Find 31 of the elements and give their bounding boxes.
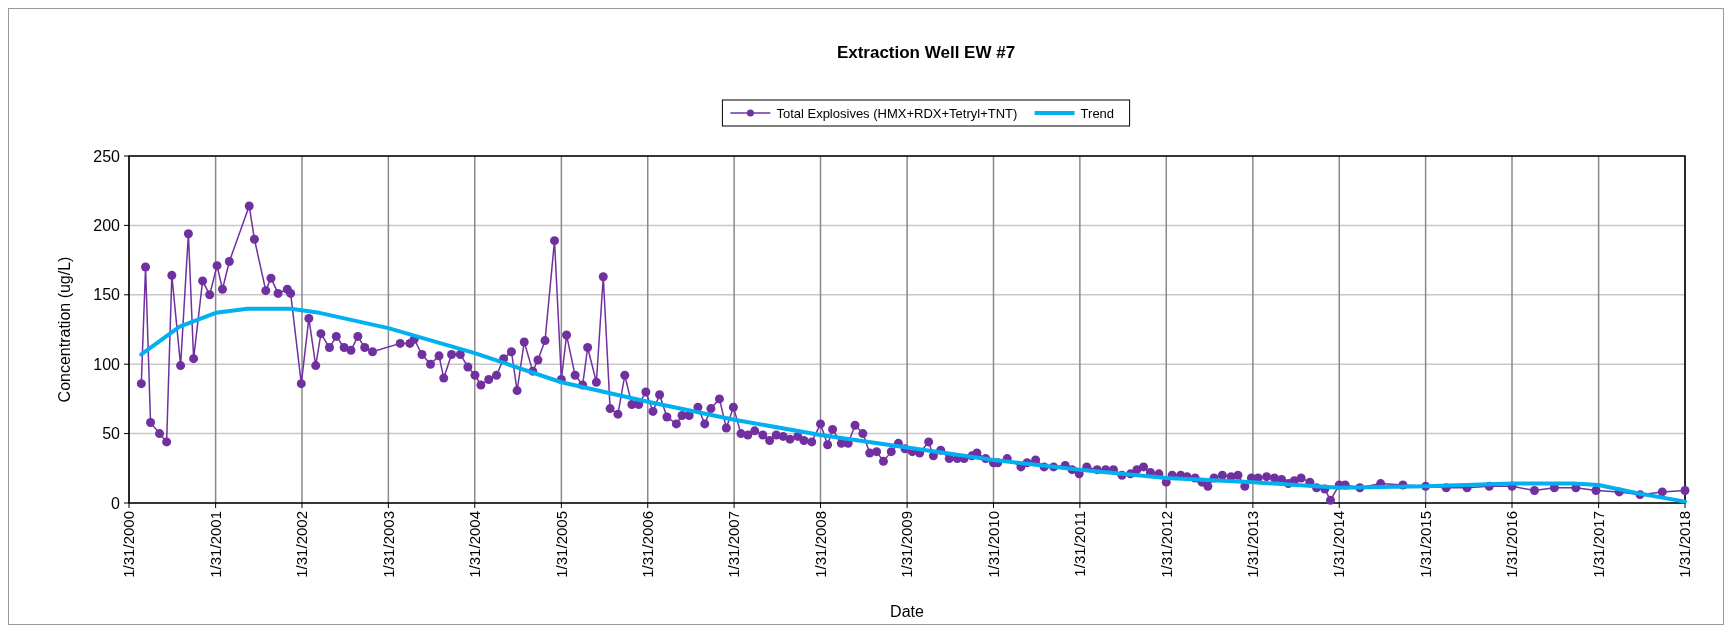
x-tick-label: 1/31/2010	[984, 511, 1002, 578]
y-tick-label: 200	[93, 217, 121, 234]
x-tick-label: 1/31/2013	[1244, 511, 1262, 578]
line-series	[139, 306, 1687, 504]
x-tick-label: 1/31/2005	[552, 511, 570, 578]
x-tick-label: 1/31/2001	[206, 511, 224, 578]
x-tick-label: 1/31/2015	[1416, 511, 1434, 578]
x-tick-label: 1/31/2018	[1676, 511, 1694, 578]
x-tick-label: 1/31/2014	[1330, 511, 1348, 578]
x-tick-label: 1/31/2006	[639, 511, 656, 578]
y-tick-label: 150	[93, 286, 121, 304]
x-tick-label: 1/31/2011	[1071, 511, 1089, 577]
x-tick-label: 1/31/2016	[1503, 511, 1521, 578]
x-tick-label: 1/31/2012	[1157, 511, 1175, 578]
y-tick-label: 0	[111, 494, 121, 512]
x-tick-label: 1/31/2009	[898, 511, 916, 578]
x-tick-label: 1/31/2008	[811, 511, 829, 578]
legend-label: Total Explosives (HMX+RDX+Tetryl+TNT)	[776, 105, 1018, 121]
legend-label: Trend	[1080, 105, 1115, 121]
y-axis-title: Concentration (ug/L)	[56, 256, 73, 403]
y-tick-label: 50	[102, 425, 121, 443]
x-tick-label: 1/31/2000	[120, 511, 138, 578]
y-tick-label: 250	[93, 147, 121, 165]
chart-title: Extraction Well EW #7	[836, 43, 1016, 62]
x-tick-label: 1/31/2017	[1589, 511, 1607, 578]
x-tick-label: 1/31/2007	[725, 511, 743, 578]
x-tick-label: 1/31/2004	[466, 511, 483, 578]
x-tick-label: 1/31/2002	[293, 511, 311, 578]
x-axis-title: Date	[890, 603, 924, 620]
x-tick-label: 1/31/2003	[379, 511, 397, 578]
y-tick-label: 100	[93, 355, 121, 373]
